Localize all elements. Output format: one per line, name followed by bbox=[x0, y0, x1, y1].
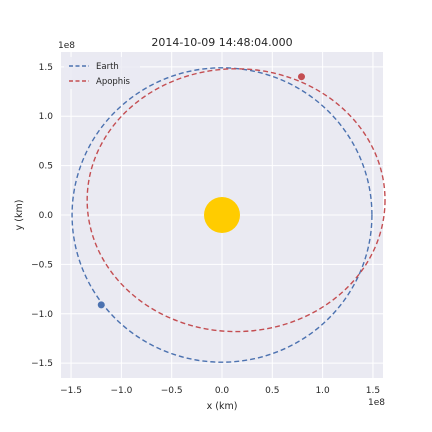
y-tick-label: 0.5 bbox=[39, 162, 53, 172]
legend-label-apophis: Apophis bbox=[96, 77, 131, 87]
legend-entries: Earth Apophis bbox=[69, 62, 131, 87]
x-tick-label: 1.5 bbox=[366, 386, 380, 396]
legend-label-earth: Earth bbox=[96, 62, 119, 72]
x-tick-labels: −1.5 −1.0 −0.5 0.0 0.5 1.0 1.5 bbox=[60, 386, 380, 396]
x-tick-label: −1.5 bbox=[60, 386, 82, 396]
series-layer bbox=[71, 67, 386, 363]
x-tick-label: −0.5 bbox=[161, 386, 183, 396]
x-tick-label: 0.0 bbox=[215, 386, 230, 396]
legend-box bbox=[64, 57, 140, 89]
apophis-orbit bbox=[86, 68, 386, 333]
y-tick-label: −1.5 bbox=[31, 359, 53, 369]
earth-orbit bbox=[71, 67, 373, 363]
x-offset-label: 1e8 bbox=[368, 398, 385, 408]
x-axis-label: x (km) bbox=[207, 401, 238, 412]
earth-position-marker bbox=[97, 301, 105, 309]
x-tick-label: −1.0 bbox=[110, 386, 132, 396]
y-tick-labels: −1.5 −1.0 −0.5 0.0 0.5 1.0 1.5 bbox=[31, 63, 53, 369]
y-axis-label: y (km) bbox=[14, 200, 25, 231]
chart-title: 2014-10-09 14:48:04.000 bbox=[151, 36, 292, 49]
y-tick-label: 1.0 bbox=[39, 112, 54, 122]
y-tick-label: −0.5 bbox=[31, 260, 53, 270]
y-tick-label: 0.0 bbox=[39, 211, 54, 221]
y-tick-label: 1.5 bbox=[39, 63, 53, 73]
y-tick-label: −1.0 bbox=[31, 310, 53, 320]
apophis-position-marker bbox=[297, 73, 305, 81]
sun-marker bbox=[204, 197, 240, 233]
x-tick-label: 0.5 bbox=[265, 386, 279, 396]
x-tick-label: 1.0 bbox=[315, 386, 330, 396]
y-offset-label: 1e8 bbox=[58, 41, 75, 51]
legend: Earth Apophis bbox=[64, 57, 140, 89]
